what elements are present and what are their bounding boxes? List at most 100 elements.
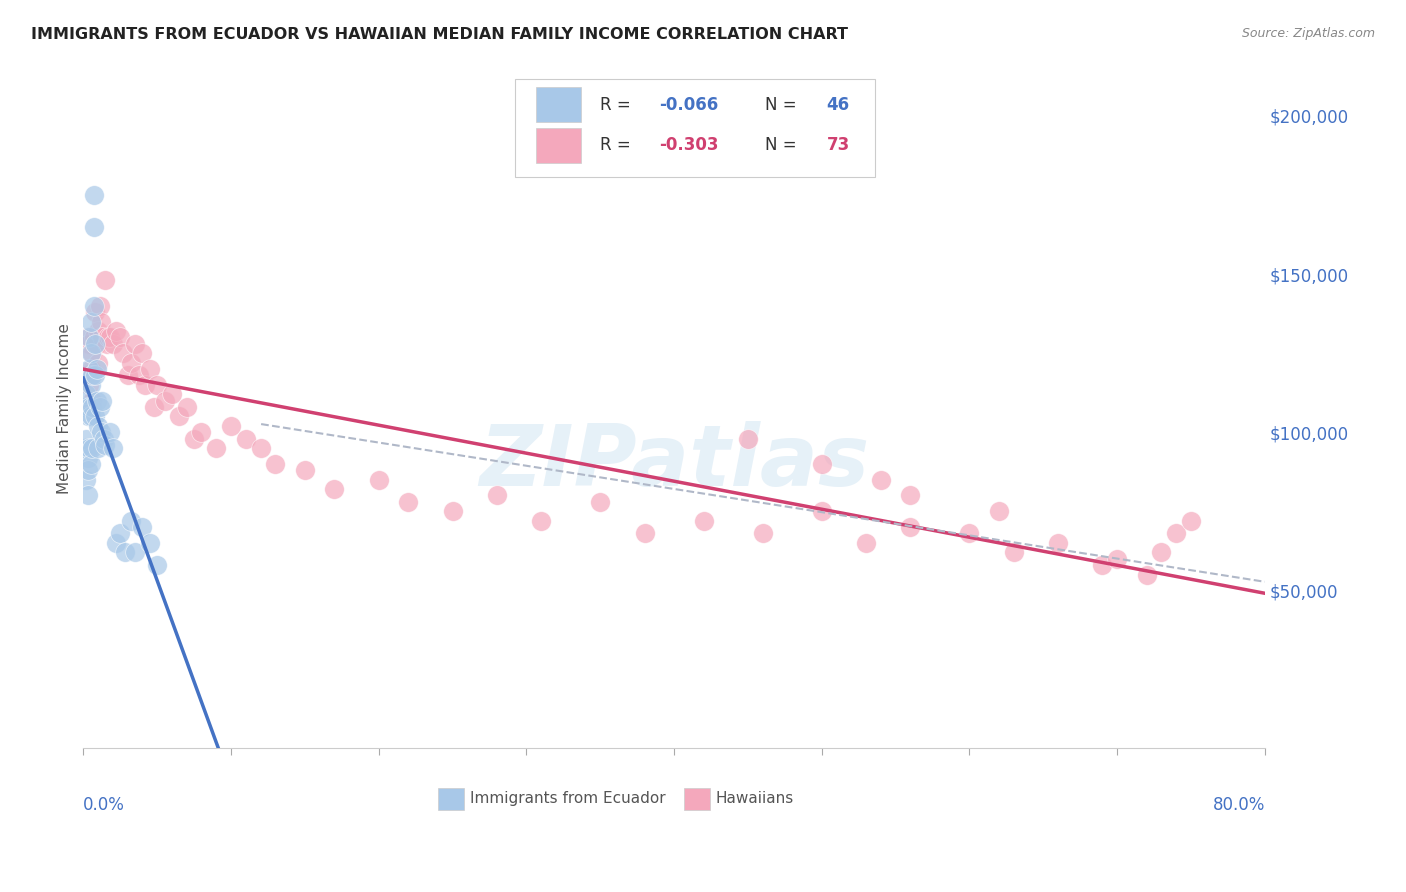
FancyBboxPatch shape bbox=[515, 78, 875, 178]
Point bbox=[190, 425, 212, 440]
FancyBboxPatch shape bbox=[536, 128, 581, 163]
Point bbox=[89, 400, 111, 414]
Point bbox=[86, 362, 108, 376]
Point bbox=[1107, 551, 1129, 566]
Text: 0.0%: 0.0% bbox=[83, 796, 125, 814]
Point bbox=[97, 330, 120, 344]
Point bbox=[898, 520, 921, 534]
Y-axis label: Median Family Income: Median Family Income bbox=[58, 323, 72, 494]
Point bbox=[219, 418, 242, 433]
FancyBboxPatch shape bbox=[683, 788, 710, 810]
Point bbox=[101, 336, 124, 351]
Point bbox=[79, 362, 101, 376]
Point bbox=[79, 400, 101, 414]
Point bbox=[83, 219, 105, 234]
Point bbox=[77, 330, 100, 344]
Point bbox=[530, 514, 553, 528]
Point bbox=[86, 336, 108, 351]
Point bbox=[235, 432, 257, 446]
Point bbox=[73, 441, 96, 455]
Point bbox=[589, 495, 612, 509]
Point bbox=[294, 463, 316, 477]
Text: IMMIGRANTS FROM ECUADOR VS HAWAIIAN MEDIAN FAMILY INCOME CORRELATION CHART: IMMIGRANTS FROM ECUADOR VS HAWAIIAN MEDI… bbox=[31, 27, 848, 42]
Point bbox=[77, 400, 100, 414]
Point bbox=[94, 438, 117, 452]
Point bbox=[367, 473, 389, 487]
Point bbox=[84, 305, 107, 319]
Point bbox=[76, 450, 98, 465]
Point bbox=[441, 504, 464, 518]
Point bbox=[91, 393, 114, 408]
Point bbox=[94, 273, 117, 287]
Point bbox=[1047, 536, 1070, 550]
Point bbox=[82, 441, 104, 455]
Point bbox=[988, 504, 1011, 518]
Point bbox=[153, 393, 176, 408]
Point bbox=[810, 504, 832, 518]
Point bbox=[82, 346, 104, 360]
Text: 46: 46 bbox=[827, 95, 849, 113]
Point bbox=[146, 558, 169, 572]
Point bbox=[79, 346, 101, 360]
Point bbox=[139, 536, 162, 550]
Point bbox=[898, 488, 921, 502]
Point bbox=[633, 526, 655, 541]
Point bbox=[75, 432, 97, 446]
Text: R =: R = bbox=[599, 95, 636, 113]
Point bbox=[131, 520, 153, 534]
Point bbox=[76, 488, 98, 502]
Point bbox=[146, 377, 169, 392]
FancyBboxPatch shape bbox=[437, 788, 464, 810]
Point bbox=[77, 336, 100, 351]
Point bbox=[737, 432, 759, 446]
Point bbox=[82, 393, 104, 408]
Point bbox=[87, 324, 110, 338]
Point bbox=[134, 377, 156, 392]
Point bbox=[90, 314, 112, 328]
Point bbox=[176, 400, 198, 414]
Point bbox=[83, 330, 105, 344]
Point bbox=[1136, 567, 1159, 582]
Point bbox=[1150, 545, 1173, 559]
Point bbox=[79, 457, 101, 471]
Point bbox=[810, 457, 832, 471]
Text: Source: ZipAtlas.com: Source: ZipAtlas.com bbox=[1241, 27, 1375, 40]
Point bbox=[1091, 558, 1114, 572]
FancyBboxPatch shape bbox=[536, 87, 581, 122]
Point bbox=[264, 457, 287, 471]
Point bbox=[692, 514, 714, 528]
Point bbox=[114, 545, 136, 559]
Point bbox=[75, 368, 97, 383]
Point bbox=[84, 368, 107, 383]
Point bbox=[205, 441, 228, 455]
Point bbox=[82, 400, 104, 414]
Point bbox=[485, 488, 508, 502]
Point bbox=[169, 409, 191, 424]
Point bbox=[87, 418, 110, 433]
Text: Hawaiians: Hawaiians bbox=[716, 790, 793, 805]
Point bbox=[869, 473, 891, 487]
Point bbox=[249, 441, 271, 455]
Point bbox=[73, 400, 96, 414]
Text: N =: N = bbox=[765, 95, 801, 113]
Point bbox=[91, 330, 114, 344]
Text: -0.066: -0.066 bbox=[658, 95, 718, 113]
Point bbox=[128, 368, 150, 383]
Point bbox=[120, 514, 142, 528]
Point bbox=[124, 545, 146, 559]
Text: 73: 73 bbox=[827, 136, 849, 154]
Point bbox=[1166, 526, 1188, 541]
Point bbox=[139, 362, 162, 376]
Point bbox=[959, 526, 981, 541]
Point bbox=[84, 336, 107, 351]
Point bbox=[110, 526, 132, 541]
Point bbox=[76, 409, 98, 424]
Point bbox=[82, 368, 104, 383]
Point bbox=[751, 526, 773, 541]
Point bbox=[90, 425, 112, 440]
Point bbox=[98, 330, 121, 344]
Point bbox=[112, 346, 135, 360]
Point bbox=[93, 432, 115, 446]
Point bbox=[87, 356, 110, 370]
Point bbox=[77, 441, 100, 455]
